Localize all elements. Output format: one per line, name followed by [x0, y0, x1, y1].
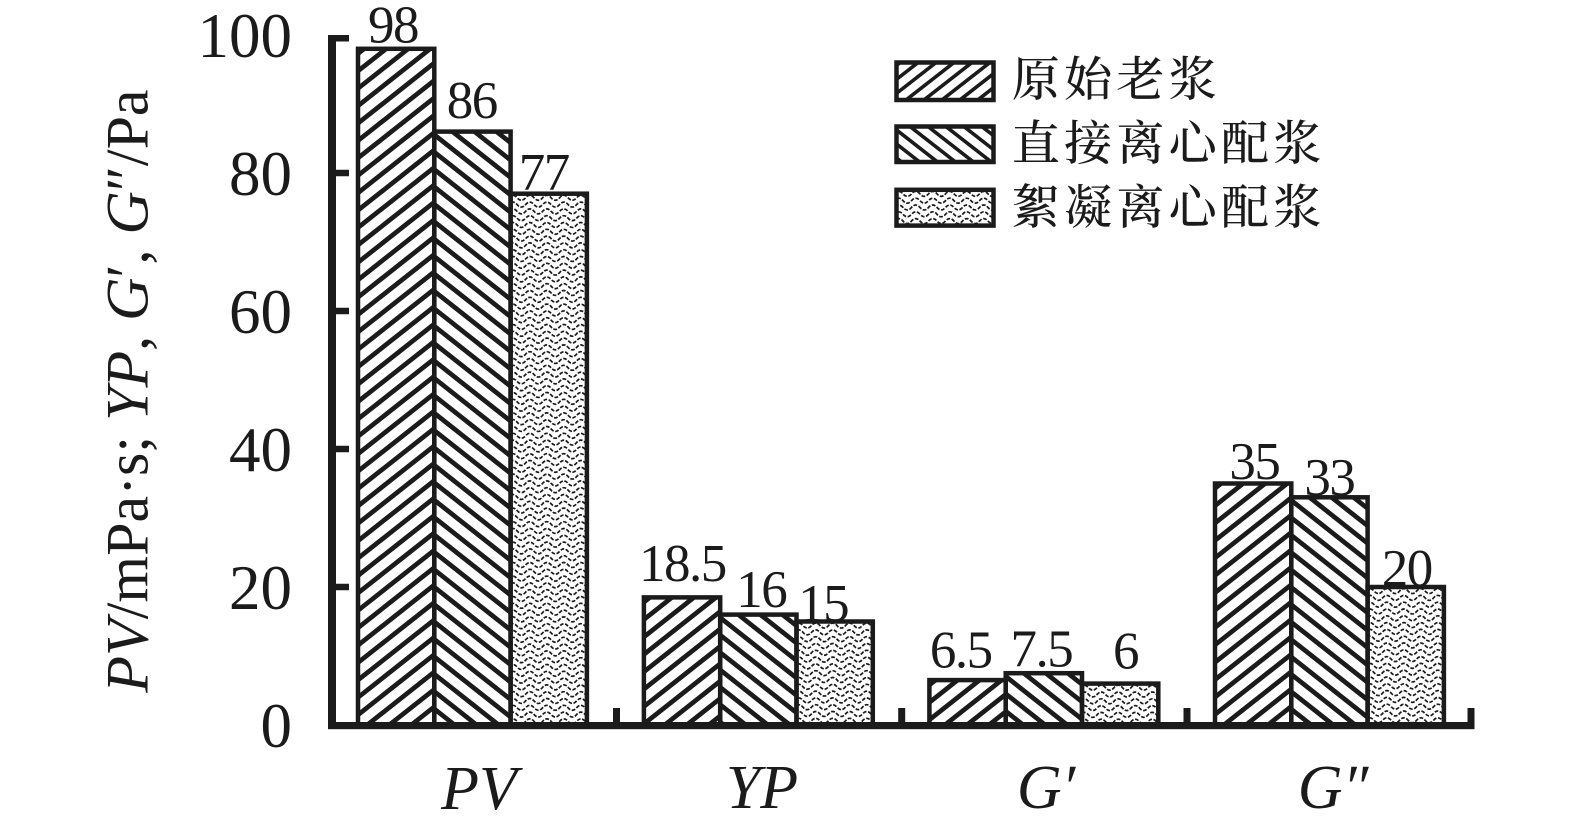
svg-text:80: 80: [229, 139, 292, 209]
svg-text:60: 60: [229, 277, 292, 347]
svg-text:20: 20: [229, 553, 292, 623]
svg-text:33: 33: [1304, 449, 1354, 507]
svg-text:100: 100: [198, 1, 293, 71]
svg-text:7.5: 7.5: [1011, 621, 1073, 679]
svg-text:16: 16: [736, 561, 786, 619]
svg-text:86: 86: [447, 72, 497, 130]
svg-text:0: 0: [261, 691, 293, 761]
svg-text:PV/mPa·s; YP, G′, G″/Pa: PV/mPa·s; YP, G′, G″/Pa: [95, 89, 161, 693]
svg-text:35: 35: [1229, 433, 1279, 491]
svg-text:6: 6: [1113, 622, 1138, 680]
svg-text:77: 77: [519, 144, 569, 202]
svg-text:20: 20: [1382, 540, 1432, 598]
svg-text:PV: PV: [440, 755, 523, 823]
svg-text:6.5: 6.5: [930, 621, 992, 679]
svg-text:G′: G′: [1017, 754, 1077, 822]
svg-text:40: 40: [229, 415, 292, 485]
svg-text:98: 98: [368, 0, 418, 55]
svg-text:G″: G″: [1298, 754, 1370, 822]
svg-text:YP: YP: [726, 754, 798, 822]
svg-text:18.5: 18.5: [639, 535, 726, 593]
svg-text:15: 15: [798, 575, 848, 633]
